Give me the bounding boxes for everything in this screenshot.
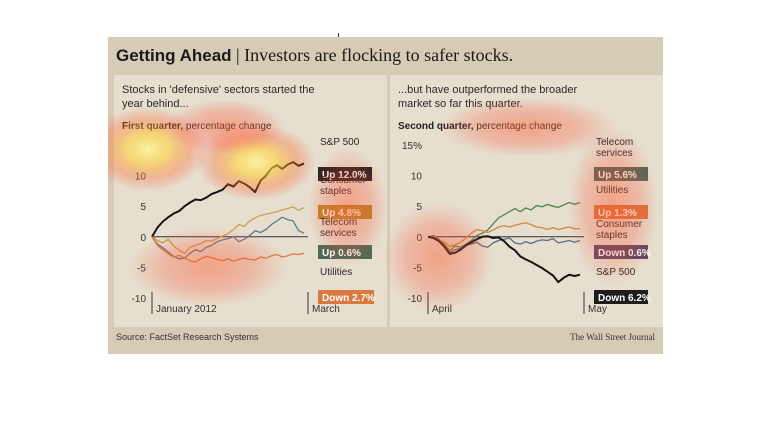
series-name-label: Telecom <box>596 137 633 148</box>
panel-first-quarter: Stocks in 'defensive' sectors started th… <box>114 75 387 327</box>
x-tick-label: May <box>588 304 607 315</box>
y-tick-label: 0 <box>140 233 146 244</box>
series-line-consumer_staples_q2 <box>428 222 580 248</box>
series-line-sp500 <box>427 235 581 284</box>
y-tick-label: -5 <box>413 263 422 274</box>
series-value-label: Up 1.3% <box>598 208 637 219</box>
y-tick-label: 10 <box>135 172 147 183</box>
y-tick-label: -5 <box>137 263 146 274</box>
top-edge-mark <box>338 33 339 37</box>
series-line-telecom_q2 <box>427 201 581 252</box>
series-name-label: S&P 500 <box>320 137 360 148</box>
series-name-label: Utilities <box>320 267 352 278</box>
series-value-label: Down 2.7% <box>322 293 375 304</box>
series-value-label: Up 0.6% <box>322 248 361 259</box>
series-value-label: Up 5.6% <box>598 170 637 181</box>
series-value-box <box>318 290 374 304</box>
source-note: Source: FactSet Research Systems <box>116 332 259 342</box>
series-name-label: services <box>596 148 633 159</box>
header-bold: Getting Ahead <box>116 46 232 65</box>
x-tick-label: April <box>432 304 452 315</box>
y-tick-label: 5 <box>416 202 422 213</box>
series-name-label: services <box>320 228 357 239</box>
series-value-box <box>594 290 648 304</box>
y-tick-label: 5 <box>140 202 146 213</box>
x-tick-label: March <box>312 304 340 315</box>
header-title: Investors are flocking to safer stocks. <box>244 45 514 65</box>
y-tick-label: -10 <box>132 294 147 305</box>
chart-title-bold: Second quarter, <box>398 121 474 132</box>
y-tick-label: 0 <box>416 233 422 244</box>
series-line-telecom <box>151 216 305 260</box>
header-separator: | <box>236 45 240 65</box>
y-tick-label: -10 <box>408 294 423 305</box>
series-name-label: Consumer <box>596 219 643 230</box>
publisher-credit: The Wall Street Journal <box>570 332 655 342</box>
series-name-label: Utilities <box>596 185 628 196</box>
series-name-label: staples <box>320 186 352 197</box>
y-tick-label: 15% <box>402 141 422 152</box>
series-name-label: Telecom <box>320 217 357 228</box>
series-name-label: Consumer <box>320 175 367 186</box>
series-value-label: Down 0.6% <box>598 248 651 259</box>
graphic-header: Getting Ahead | Investors are flocking t… <box>116 45 513 66</box>
series-name-label: S&P 500 <box>596 267 636 278</box>
series-line-utilities <box>151 236 305 263</box>
wsj-graphic: Getting Ahead | Investors are flocking t… <box>108 37 663 354</box>
x-tick-label: January 2012 <box>156 304 217 315</box>
panel-second-quarter: ...but have outperformed the broader mar… <box>390 75 663 327</box>
series-line-sp500 <box>151 161 305 238</box>
series-name-label: staples <box>596 230 628 241</box>
y-tick-label: 10 <box>411 172 423 183</box>
series-value-label: Down 6.2% <box>598 293 651 304</box>
